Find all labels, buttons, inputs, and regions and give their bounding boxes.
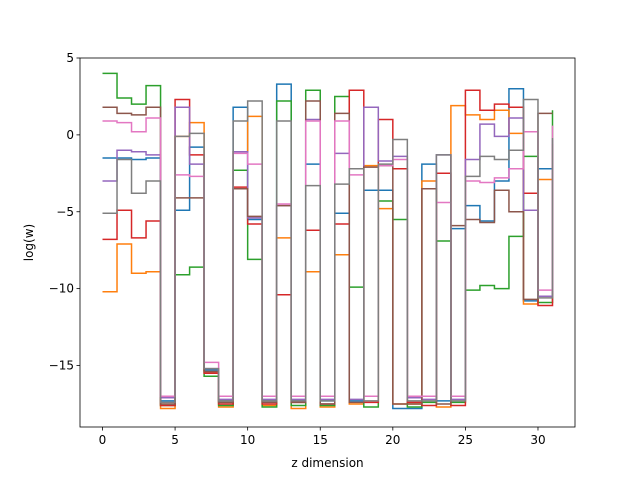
- y-tick-label: 0: [66, 128, 74, 142]
- series-line-3: [102, 89, 554, 407]
- series-line-6: [102, 117, 554, 397]
- series-line-2: [102, 72, 554, 408]
- x-tick-label: 25: [458, 433, 473, 447]
- x-tick-label: 30: [530, 433, 545, 447]
- x-tick-label: 5: [171, 433, 179, 447]
- series-line-7: [102, 98, 554, 404]
- series-line-1: [102, 104, 553, 410]
- series-layer: [102, 72, 554, 410]
- x-axis: 0 5 10 15 20 25 30: [99, 427, 546, 447]
- series-line-5: [102, 100, 553, 405]
- x-tick-label: 10: [240, 433, 255, 447]
- x-tick-label: 15: [313, 433, 328, 447]
- x-tick-label: 20: [385, 433, 400, 447]
- series-line-4: [102, 106, 554, 401]
- y-tick-label: 5: [66, 51, 74, 65]
- y-axis: −15 −10 −5 0 5: [49, 51, 80, 373]
- x-axis-label: z dimension: [291, 456, 363, 470]
- series-line-0: [102, 83, 553, 410]
- y-axis-label: log(w): [22, 224, 36, 261]
- y-tick-label: −5: [56, 205, 74, 219]
- y-tick-label: −15: [49, 359, 74, 373]
- plot-frame: [79, 57, 576, 428]
- y-tick-label: −10: [49, 282, 74, 296]
- x-tick-label: 0: [99, 433, 107, 447]
